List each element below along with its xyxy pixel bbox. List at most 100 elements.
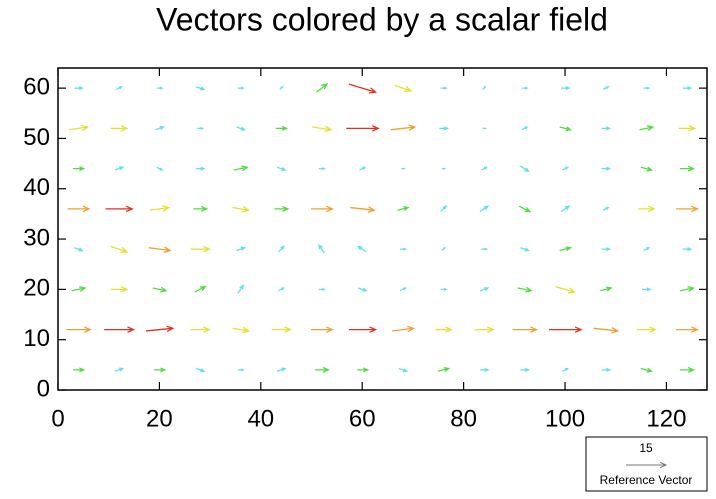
vector-arrow [394, 84, 413, 93]
vector-arrow [549, 326, 583, 333]
x-tick-label: 0 [51, 405, 64, 432]
vector-arrow [232, 206, 251, 213]
vector-arrow [479, 205, 490, 213]
y-tick-label: 20 [23, 275, 50, 302]
vector-arrow [639, 125, 655, 132]
vector-arrow [512, 326, 539, 333]
vector-arrow [197, 126, 205, 130]
y-tick-label: 10 [23, 325, 50, 352]
vector-arrow [318, 167, 326, 171]
vector-arrow [72, 166, 86, 172]
vector-arrow [474, 326, 495, 333]
y-tick-label: 50 [23, 124, 50, 151]
y-tick-label: 30 [23, 224, 50, 251]
vector-arrow [555, 286, 576, 294]
vector-arrow [74, 247, 84, 252]
vector-arrow [602, 206, 610, 211]
vector-arrow [399, 287, 407, 292]
vector-arrow [401, 167, 406, 170]
vector-arrow [71, 286, 87, 293]
vector-arrow [600, 286, 613, 292]
y-tick-label: 60 [23, 73, 50, 100]
vector-arrow [68, 124, 90, 132]
vector-arrow [155, 126, 165, 131]
vector-arrow [441, 246, 446, 251]
vector-arrow [680, 366, 695, 373]
vector-arrow [195, 367, 206, 373]
vector-arrow [358, 287, 368, 292]
vector-arrow [593, 327, 620, 334]
y-tick-label: 40 [23, 174, 50, 201]
vector-arrow [479, 367, 490, 372]
reference-magnitude: 15 [639, 441, 653, 455]
vector-arrow [680, 165, 695, 172]
vector-arrow [275, 125, 289, 131]
vector-arrow [562, 367, 570, 372]
vector-arrow [194, 285, 207, 293]
x-tick-label: 60 [349, 405, 376, 432]
vector-arrow [601, 126, 612, 131]
vector-arrow [148, 246, 172, 254]
vector-arrow [440, 205, 448, 213]
vector-arrow [156, 86, 164, 90]
vector-arrow [640, 367, 654, 373]
vector-arrow [397, 206, 410, 212]
vector-arrow [104, 326, 136, 333]
vector-arrow [521, 126, 529, 131]
vector-arrow [643, 247, 651, 252]
vector-arrow [359, 166, 367, 171]
vector-arrow [439, 126, 449, 131]
vector-arrow [237, 284, 245, 294]
vector-arrow [602, 86, 610, 91]
vector-arrow [601, 166, 612, 171]
vector-arrow [236, 126, 247, 131]
vector-arrow [315, 83, 329, 93]
vector-arrow [679, 286, 695, 293]
vector-arrow [67, 205, 91, 213]
vector-arrow [356, 367, 370, 373]
vector-arrow [276, 367, 287, 372]
vector-arrow [356, 245, 367, 253]
vector-arrow [74, 86, 84, 91]
vector-arrow [481, 247, 489, 251]
plot-frame [57, 67, 708, 391]
vector-arrow [279, 85, 284, 90]
vector-arrow [271, 326, 293, 333]
vector-arrow [72, 367, 86, 373]
vector-arrow [560, 205, 571, 213]
reference-box [585, 436, 708, 492]
vector-arrow [114, 367, 125, 372]
vector-arrow [520, 247, 530, 252]
vector-arrow [520, 165, 530, 173]
vector-arrow [559, 246, 572, 252]
vector-arrow [276, 166, 287, 171]
vector-arrow [518, 205, 532, 213]
vector-arrow [676, 326, 699, 333]
vector-arrow [115, 86, 123, 91]
vector-arrow [348, 326, 378, 333]
vector-arrow [66, 326, 92, 333]
vector-arrow [232, 326, 251, 334]
vector-arrow [318, 287, 326, 291]
reference-arrow [626, 461, 668, 469]
vector-arrow [638, 205, 656, 213]
vector-arrow [479, 287, 490, 292]
vector-arrow [110, 125, 129, 132]
vector-arrow [676, 205, 699, 213]
vector-arrow [318, 243, 325, 254]
vector-arrow [482, 85, 487, 90]
vector-arrow [435, 326, 453, 333]
vector-arrow [236, 246, 247, 252]
vector-arrow [400, 247, 408, 251]
vector-arrow [149, 205, 171, 212]
vector-arrow [237, 368, 245, 372]
vector-arrow [480, 166, 488, 171]
vector-arrow [195, 166, 206, 171]
vector-arrow [237, 86, 245, 90]
vector-arrow [442, 167, 447, 170]
vector-arrow [440, 287, 448, 291]
vector-arrow [392, 325, 416, 333]
vector-arrow [193, 205, 209, 212]
vector-arrow [636, 326, 658, 333]
